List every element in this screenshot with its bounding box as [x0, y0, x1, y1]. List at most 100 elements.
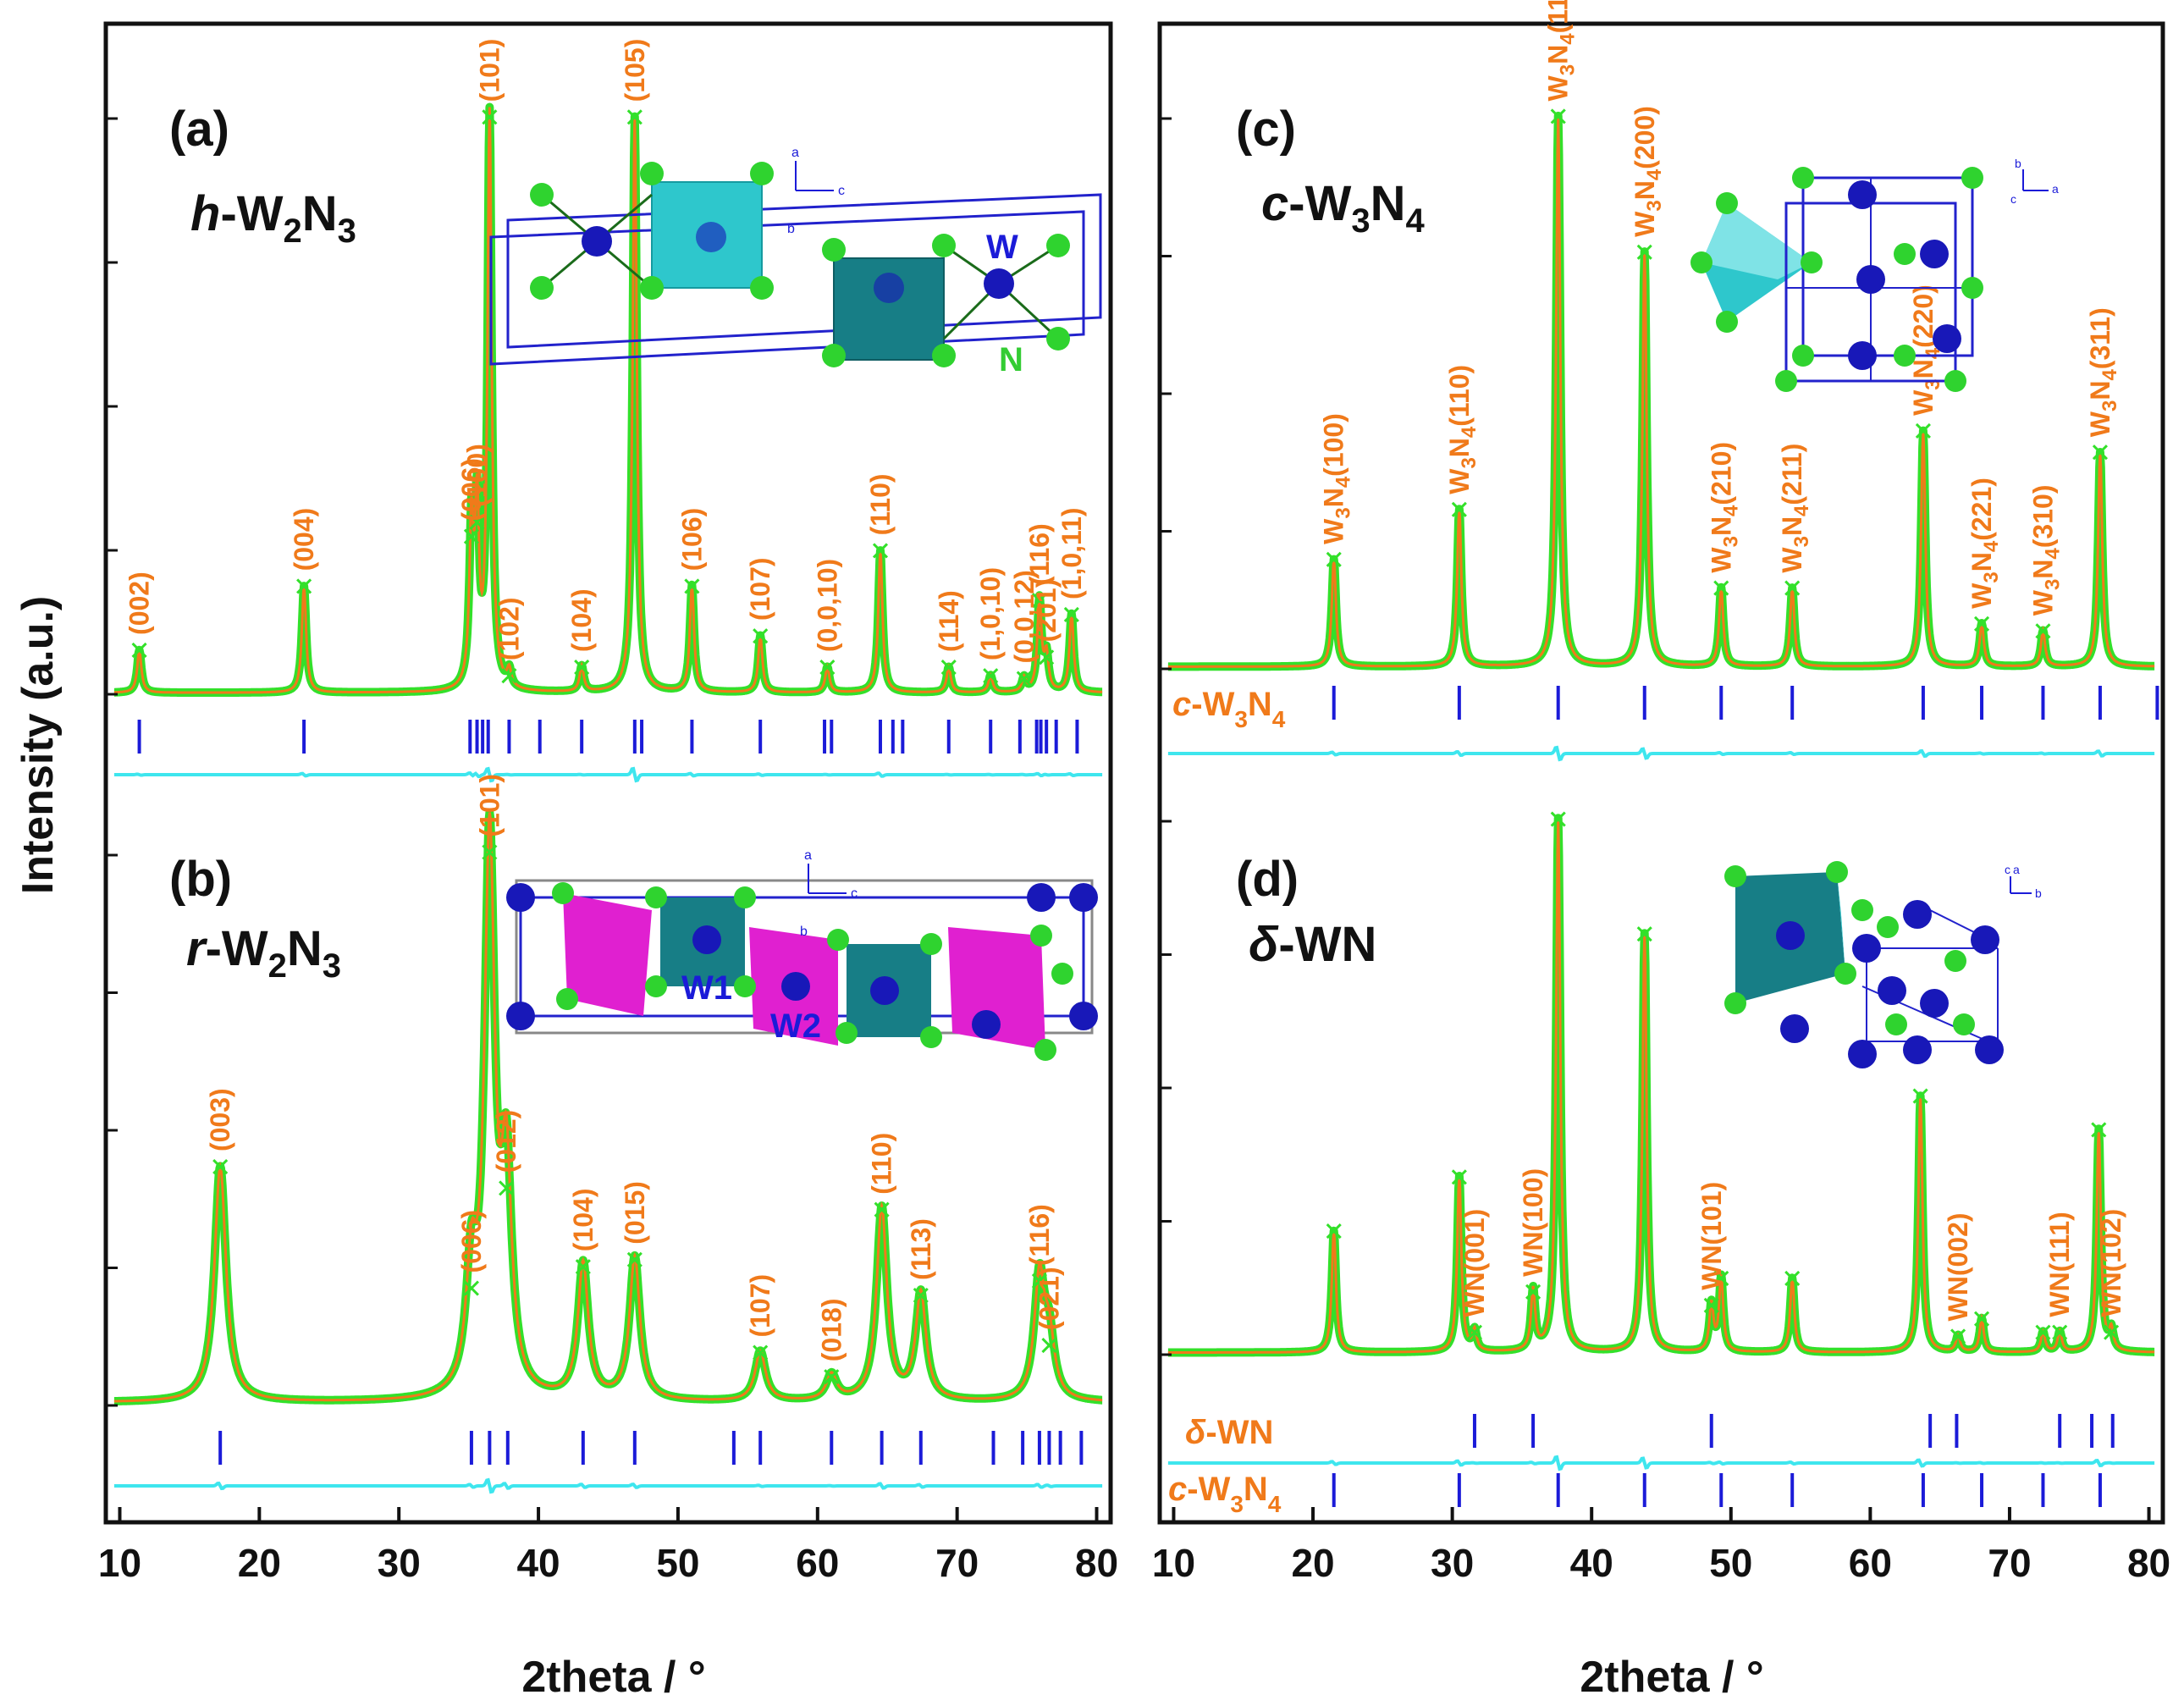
observed-marker-b-3: [499, 1180, 515, 1196]
peak-label-part: N: [1543, 45, 1574, 64]
observed-profile-b: [110, 808, 1106, 1405]
peak-label-part: (310): [2027, 485, 2058, 549]
peak-label-part: 3: [1332, 507, 1355, 518]
axis-label-c2: c: [851, 886, 858, 901]
observed-marker-b-5: [626, 1251, 643, 1267]
phase-text-part: 3: [1230, 1491, 1244, 1517]
observed-marker-a-14: [1016, 671, 1032, 687]
axis-label-b2: b: [800, 925, 808, 939]
peak-label-a-3: (100): [462, 444, 493, 507]
peak-label-part: N: [1630, 180, 1660, 200]
peak-label-part: N: [1706, 516, 1736, 536]
x-tick-label-left-10: 10: [98, 1541, 141, 1585]
x-tick-label-right-50: 50: [1709, 1541, 1752, 1585]
peak-label-a-12: (114): [934, 590, 964, 652]
phase-text-part: 3: [338, 213, 356, 250]
observed-marker-b-7: [824, 1369, 840, 1385]
peak-label-part: 3: [1790, 536, 1813, 547]
peak-label-a-17: (1,0,11): [1056, 507, 1087, 599]
peak-label-part: N: [1908, 359, 1939, 378]
observed-marker-c-0: [1326, 551, 1342, 567]
right-panel-frame: [1157, 21, 2165, 1525]
difference-curve-d: [1167, 1455, 2155, 1471]
peak-label-part: (311): [2085, 307, 2115, 369]
peak-label-c-9: W3N4(311): [2085, 307, 2121, 437]
peak-label-part: 4: [1719, 505, 1742, 516]
peak-label-part: (210): [1706, 442, 1736, 505]
peak-label-a-9: (107): [745, 557, 775, 621]
observed-marker-d-15: [2104, 1324, 2120, 1340]
peak-label-part: (221): [1966, 478, 1997, 541]
phase-name-a: h-W2N3: [190, 186, 356, 250]
peak-label-part: W: [1706, 547, 1736, 573]
calculated-profile-a: [113, 107, 1103, 694]
observed-marker-a-17: [1063, 606, 1079, 623]
observed-marker-c-5: [1784, 580, 1801, 596]
observed-marker-c-1: [1451, 501, 1467, 517]
x-tick-label-right-30: 30: [1431, 1541, 1474, 1585]
observed-marker-d-3: [1525, 1284, 1541, 1300]
peak-label-b-11: (021): [1034, 1267, 1064, 1330]
phase-text-part: 4: [1268, 1491, 1282, 1517]
observed-marker-b-2: [482, 844, 498, 860]
phase-text-part: 3: [323, 947, 341, 985]
peak-label-b-6: (107): [745, 1274, 775, 1338]
observed-marker-d-14: [2091, 1122, 2107, 1138]
phase-text-part: -WN: [1278, 917, 1376, 972]
observed-marker-c-7: [1973, 616, 1990, 632]
peak-label-part: 4: [1557, 33, 1580, 45]
axis-label-c4: c: [2005, 863, 2010, 876]
observed-marker-d-10: [1950, 1328, 1966, 1344]
atom-label-w: W: [986, 229, 1018, 266]
peak-label-part: 3: [1643, 200, 1666, 211]
observed-marker-d-0: [1326, 1223, 1342, 1239]
peak-label-c-1: W3N4(110): [1444, 365, 1481, 494]
phase-text-part: N: [1244, 1471, 1268, 1508]
peak-label-a-6: (104): [566, 588, 597, 652]
peak-label-d-13: WN(111): [2044, 1212, 2075, 1317]
x-tick-label-left-20: 20: [238, 1541, 281, 1585]
observed-marker-a-12: [940, 660, 957, 676]
peak-label-a-5: (102): [494, 597, 524, 660]
peak-label-c-3: W3N4(200): [1630, 106, 1666, 237]
peak-label-a-1: (004): [289, 508, 319, 571]
x-tick-label-right-40: 40: [1570, 1541, 1613, 1585]
peak-label-a-13: (1,0,10): [975, 567, 1006, 660]
phase-text-part: 2: [268, 947, 287, 985]
phase-text-part: 4: [1272, 706, 1286, 732]
peak-label-a-0: (002): [124, 571, 155, 635]
phase-text-part: -W: [220, 186, 283, 241]
peak-label-part: 3: [1980, 571, 2003, 582]
phase-text-part: 2: [284, 213, 302, 250]
observed-marker-a-2: [463, 528, 479, 544]
x-tick-label-left-80: 80: [1075, 1541, 1118, 1585]
axis-label-a4: a: [2013, 863, 2020, 876]
structure-inset-h-w2n3: W N a c b: [489, 146, 1102, 378]
phase-text-part: h: [190, 186, 220, 241]
peak-label-a-7: (105): [620, 39, 650, 102]
phase-text-part: -W: [1187, 1471, 1230, 1508]
observed-marker-d-9: [1912, 1088, 1928, 1104]
difference-curve-a: [113, 766, 1103, 783]
phase-name-b: r-W2N3: [186, 921, 341, 985]
peak-label-a-15: (116): [1024, 523, 1055, 585]
x-tick-label-right-80: 80: [2127, 1541, 2170, 1585]
peak-label-part: N: [2085, 381, 2115, 400]
structure-inset-r-w2n3: W1 W2 a c b: [506, 848, 1098, 1061]
axis-label-c3: c: [2010, 192, 2016, 206]
reference-phase-label-d-0: δ-WN: [1185, 1414, 1273, 1451]
phase-text-part: 3: [1351, 202, 1370, 240]
phase-text-part: δ: [1249, 917, 1279, 972]
axis-label-c1: c: [838, 184, 845, 198]
calculated-profile-c: [1167, 115, 2155, 668]
observed-marker-d-11: [1973, 1311, 1990, 1327]
phase-text-part: c: [1172, 686, 1191, 723]
peak-label-d-15: WN(102): [2096, 1209, 2126, 1317]
observed-marker-d-13: [2052, 1324, 2068, 1340]
reference-phase-label-c-0: c-W3N4: [1172, 686, 1286, 732]
observed-marker-d-8: [1784, 1270, 1801, 1286]
peak-label-c-7: W3N4(221): [1966, 478, 2003, 609]
peak-label-b-5: (015): [620, 1181, 650, 1245]
peak-label-c-0: W3N4(100): [1319, 413, 1355, 544]
observed-marker-a-8: [684, 578, 700, 594]
